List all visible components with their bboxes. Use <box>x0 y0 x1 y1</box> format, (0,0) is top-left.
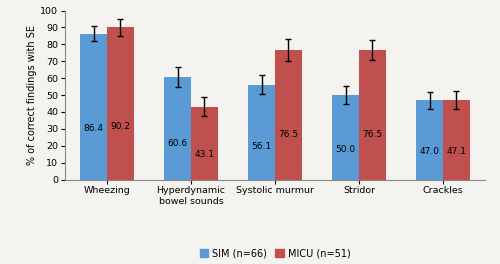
Bar <box>275 50 302 180</box>
Text: 76.5: 76.5 <box>278 130 298 139</box>
Bar <box>80 34 107 180</box>
Bar <box>443 100 470 180</box>
Bar <box>107 27 134 180</box>
Text: 47.1: 47.1 <box>446 147 466 156</box>
Text: 47.0: 47.0 <box>420 147 440 156</box>
Bar <box>191 107 218 180</box>
Text: 60.6: 60.6 <box>168 139 188 148</box>
Text: 56.1: 56.1 <box>252 142 272 151</box>
Bar <box>248 85 275 180</box>
Bar <box>164 77 191 180</box>
Y-axis label: % of correct findings with SE: % of correct findings with SE <box>28 25 38 165</box>
Bar <box>332 95 359 180</box>
Bar <box>416 100 443 180</box>
Text: 43.1: 43.1 <box>194 149 214 159</box>
Legend: SIM (n=66), MICU (n=51): SIM (n=66), MICU (n=51) <box>196 245 354 262</box>
Text: 90.2: 90.2 <box>110 122 130 131</box>
Text: 86.4: 86.4 <box>84 124 103 133</box>
Text: 50.0: 50.0 <box>336 145 355 154</box>
Text: 76.5: 76.5 <box>362 130 382 139</box>
Bar <box>359 50 386 180</box>
